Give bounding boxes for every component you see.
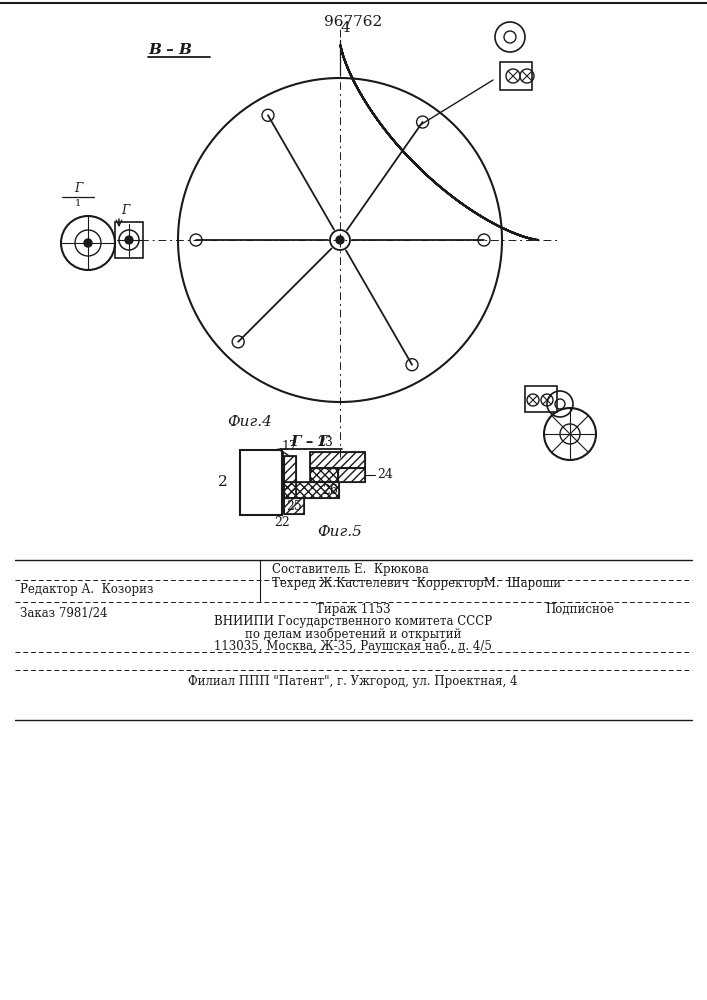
Bar xyxy=(284,482,339,498)
Bar xyxy=(310,468,338,482)
Bar xyxy=(284,498,304,514)
Text: Филиал ППП "Патент", г. Ужгород, ул. Проектная, 4: Филиал ППП "Патент", г. Ужгород, ул. Про… xyxy=(188,676,518,688)
Bar xyxy=(338,468,365,482)
Circle shape xyxy=(125,236,133,244)
Bar xyxy=(284,456,296,498)
Text: Заказ 7981/24: Заказ 7981/24 xyxy=(20,607,107,620)
Text: Фиг.4: Фиг.4 xyxy=(228,415,272,429)
Text: Г – Г: Г – Г xyxy=(291,435,329,449)
Circle shape xyxy=(336,236,344,244)
Text: 24: 24 xyxy=(377,468,393,482)
Text: Тираж 1153: Тираж 1153 xyxy=(316,602,390,615)
Circle shape xyxy=(84,239,92,247)
Bar xyxy=(525,386,557,412)
Bar xyxy=(240,450,282,515)
Text: 22: 22 xyxy=(274,516,290,528)
Bar xyxy=(115,222,143,258)
Bar xyxy=(310,452,365,468)
Text: 4: 4 xyxy=(340,21,350,35)
Text: 26: 26 xyxy=(322,484,338,496)
Text: Г: Г xyxy=(74,182,82,194)
Bar xyxy=(500,62,532,90)
Bar xyxy=(310,468,338,482)
Bar xyxy=(338,468,365,482)
Text: Фиг.5: Фиг.5 xyxy=(317,525,363,539)
Text: ВНИИПИ Государственного комитета СССР: ВНИИПИ Государственного комитета СССР xyxy=(214,615,492,629)
Text: Составитель Е.  Крюкова: Составитель Е. Крюкова xyxy=(272,564,429,576)
Text: Редактор А.  Козориз: Редактор А. Козориз xyxy=(20,584,153,596)
Text: 17: 17 xyxy=(281,440,297,454)
Text: 25: 25 xyxy=(286,499,302,512)
Text: Подписное: Подписное xyxy=(546,602,614,615)
Text: Г: Г xyxy=(121,204,129,217)
Text: В – В: В – В xyxy=(148,43,192,57)
Bar xyxy=(284,456,296,498)
Text: по делам изобретений и открытий: по делам изобретений и открытий xyxy=(245,627,461,641)
Text: 1: 1 xyxy=(75,198,81,208)
Text: Техред Ж.Кастелевич  КорректорМ.  Шароши: Техред Ж.Кастелевич КорректорМ. Шароши xyxy=(272,578,561,590)
Text: 2: 2 xyxy=(218,476,228,489)
Text: 967762: 967762 xyxy=(324,15,382,29)
Bar xyxy=(310,452,365,468)
Bar xyxy=(284,482,339,498)
Bar xyxy=(284,498,304,514)
Text: 23: 23 xyxy=(317,436,333,450)
Text: 113035, Москва, Ж-35, Раушская наб., д. 4/5: 113035, Москва, Ж-35, Раушская наб., д. … xyxy=(214,639,492,653)
